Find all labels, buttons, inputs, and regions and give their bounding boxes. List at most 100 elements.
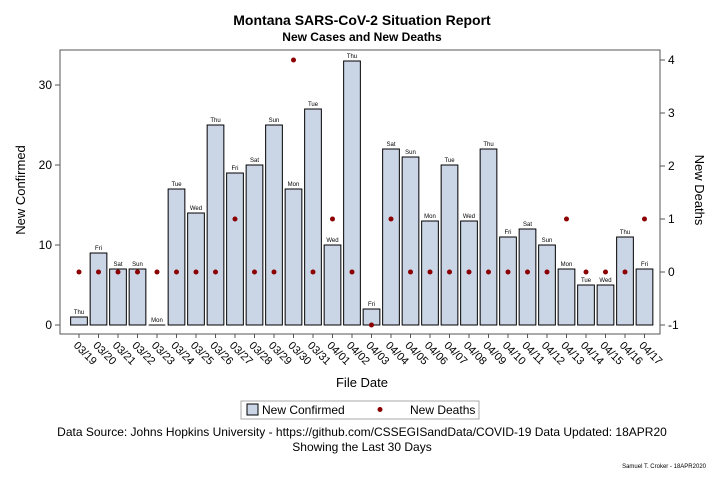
bar	[265, 124, 283, 326]
bar	[635, 268, 654, 326]
bar-day-label: Fri	[505, 230, 512, 236]
y-tick-label: 30	[39, 78, 53, 92]
markers-layer	[76, 57, 647, 328]
bar	[89, 252, 108, 326]
death-point	[564, 216, 569, 222]
bar-day-label: Fri	[232, 166, 239, 172]
death-point	[330, 216, 335, 222]
death-point	[427, 269, 433, 275]
bar	[167, 188, 186, 326]
death-point	[622, 269, 628, 275]
bar	[284, 188, 303, 326]
death-point	[408, 269, 413, 275]
bar	[226, 172, 244, 326]
bar-day-label: Wed	[190, 206, 202, 212]
death-point	[603, 269, 608, 275]
bars-layer: Thu Fri Sat Sun Mon Tue Wed Thu Fri Sat Sun Mon Tue W…	[70, 54, 654, 326]
bar	[245, 164, 264, 326]
bar	[557, 268, 576, 326]
chart-title: Montana SARS-CoV-2 Situation Report	[233, 12, 491, 28]
bar-day-label: Mon	[424, 214, 436, 220]
bar-day-label: Mon	[151, 318, 163, 324]
death-point	[447, 269, 452, 275]
death-point	[349, 269, 355, 275]
bar-day-label: Sun	[269, 118, 280, 124]
bar-day-label: Wed	[463, 214, 475, 220]
death-point	[154, 269, 160, 275]
bar	[440, 164, 459, 326]
death-point	[583, 269, 589, 275]
bar	[109, 268, 127, 326]
bar-day-label: Thu	[210, 118, 220, 124]
y2-tick-label: 4	[668, 53, 675, 67]
bar-day-label: Sat	[113, 262, 122, 268]
y2-tick-label: 2	[668, 159, 675, 173]
bar-day-label: Sat	[250, 158, 259, 164]
y-tick-label: 10	[39, 238, 53, 252]
death-point	[213, 269, 218, 275]
bar	[206, 124, 225, 326]
footnote-credit: Samuel T. Croker - 18APR2020	[622, 464, 707, 470]
bar	[596, 284, 615, 326]
death-point	[505, 269, 511, 275]
death-point	[252, 269, 257, 275]
chart-subtitle: New Cases and New Deaths	[282, 30, 442, 44]
death-point	[486, 269, 491, 275]
bar-day-label: Thu	[74, 310, 84, 316]
bar	[70, 316, 88, 326]
x-axis: 03/1903/2003/2103/2203/2303/2403/2503/26…	[71, 334, 664, 368]
death-point	[525, 269, 530, 275]
footnote-period: Showing the Last 30 Days	[292, 440, 431, 454]
right-axis: -1 0 1 2 3 4	[660, 53, 679, 332]
bar-day-label: Wed	[599, 278, 611, 284]
bar-day-label: Thu	[483, 142, 493, 148]
footnote-source: Data Source: Johns Hopkins University - …	[57, 425, 667, 439]
bar	[499, 236, 517, 326]
left-axis: 0 10 20 30	[39, 78, 60, 332]
bar-day-label: Mon	[561, 262, 573, 268]
death-point	[271, 269, 277, 275]
y2-tick-label: 1	[668, 212, 675, 226]
plot-frame	[59, 49, 661, 335]
death-point	[544, 269, 550, 275]
y-tick-label: 20	[39, 158, 53, 172]
death-point	[76, 269, 82, 275]
legend: New Confirmed New Deaths	[240, 400, 480, 420]
legend-label-confirmed: New Confirmed	[262, 403, 345, 417]
death-point	[466, 269, 472, 275]
y-tick-label: 0	[45, 318, 52, 332]
bar	[343, 60, 361, 326]
bar-day-label: Thu	[347, 54, 357, 60]
bar	[538, 244, 556, 326]
death-point	[642, 216, 647, 222]
y2-tick-label: 3	[668, 106, 675, 120]
death-point	[135, 269, 140, 275]
death-point	[388, 216, 394, 222]
bar-day-label: Sun	[132, 262, 143, 268]
bar	[479, 148, 498, 326]
death-point	[174, 269, 179, 275]
death-point	[369, 322, 374, 328]
bar	[401, 156, 420, 326]
y2-axis-label: New Deaths	[692, 155, 707, 226]
legend-frame	[240, 400, 480, 420]
legend-marker-deaths	[377, 407, 383, 412]
x-axis-label: File Date	[336, 375, 388, 390]
death-point	[310, 269, 316, 275]
bar-day-label: Tue	[581, 278, 592, 284]
bar	[616, 236, 634, 326]
bar-day-label: Mon	[288, 182, 300, 188]
y2-tick-label: -1	[668, 318, 679, 332]
bar-day-label: Wed	[326, 238, 338, 244]
bar	[128, 268, 147, 326]
y2-tick-label: 0	[668, 265, 675, 279]
bar-day-label: Fri	[95, 246, 102, 252]
bar-day-label: Fri	[368, 302, 375, 308]
bar	[382, 148, 400, 326]
bar-day-label: Tue	[444, 158, 455, 164]
bar-day-label: Fri	[641, 262, 648, 268]
bar	[304, 108, 322, 326]
y-axis-label: New Confirmed	[13, 145, 28, 235]
